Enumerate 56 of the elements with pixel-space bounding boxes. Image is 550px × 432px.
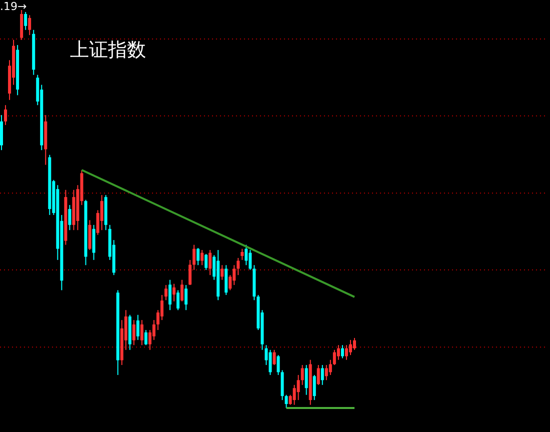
candlestick: [276, 354, 280, 376]
candlestick: [328, 359, 332, 376]
candlestick: [280, 370, 284, 401]
candlestick: [144, 329, 148, 346]
candlestick: [336, 344, 340, 360]
candlestick: [248, 249, 252, 270]
candlestick: [268, 349, 272, 376]
candlestick: [152, 320, 156, 340]
candlestick: [200, 249, 204, 266]
annotation: .19→: [0, 0, 27, 13]
candlestick: [28, 14, 32, 36]
candlestick: [312, 374, 316, 401]
candlestick: [140, 320, 144, 346]
candlestick: [236, 257, 240, 276]
candlestick: [240, 248, 244, 260]
candlestick: [232, 264, 236, 286]
candlestick: [304, 364, 308, 396]
candlestick: [316, 364, 320, 386]
candlestick: [184, 284, 188, 311]
candlestick: [188, 259, 192, 286]
candlestick: [332, 349, 336, 366]
candlestick: [244, 244, 248, 266]
candlestick: [20, 10, 24, 40]
candlestick: [208, 249, 212, 276]
candlestick: [164, 284, 168, 301]
candlestick: [172, 283, 176, 302]
candlestick: [132, 320, 136, 346]
candlestick: [220, 264, 224, 280]
candlestick: [340, 344, 344, 359]
candlestick: [176, 290, 180, 311]
text: 上证指数: [70, 39, 146, 61]
candlestick: [100, 194, 104, 231]
candlestick: [192, 244, 196, 270]
candlestick: [344, 344, 348, 360]
candlestick: [24, 11, 28, 30]
candlestick: [296, 374, 300, 401]
candlestick: [292, 384, 296, 406]
candlestick: [68, 204, 72, 231]
candlestick: [196, 248, 200, 266]
candlestick: [160, 294, 164, 321]
candlestick: [4, 104, 8, 126]
candlestick: [320, 364, 324, 386]
candlestick: [324, 364, 328, 381]
candlestick: [88, 220, 92, 250]
candlestick: [348, 339, 352, 356]
candlestick: [204, 253, 208, 270]
candlestick: [168, 279, 172, 311]
candlestick: [136, 314, 140, 340]
candlestick: [224, 264, 228, 296]
candlestick: [272, 349, 276, 366]
candlestick: [0, 114, 4, 151]
candlestick: [180, 279, 184, 302]
candlestick: [300, 364, 304, 386]
candlestick: [92, 224, 96, 260]
candlestick: [352, 337, 356, 350]
candlestick: [284, 394, 288, 408]
